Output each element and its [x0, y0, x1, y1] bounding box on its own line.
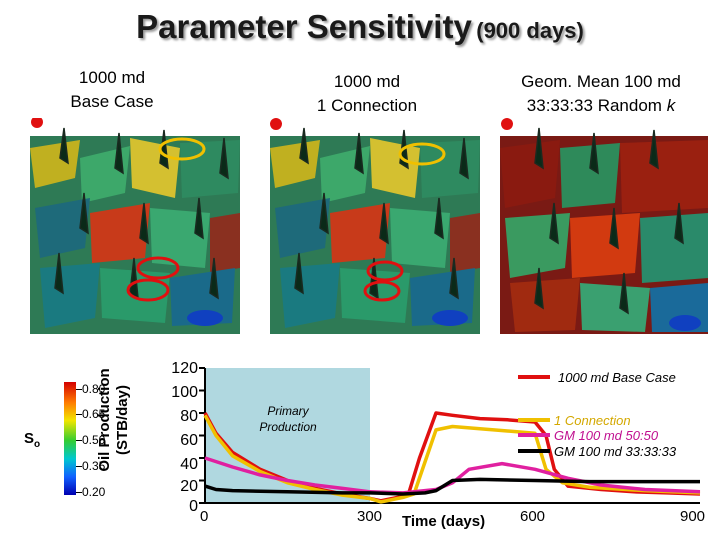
x-tick-label: 900 — [680, 508, 706, 525]
x-tick-label: 600 — [520, 508, 546, 525]
legend-label-gm-50-50: GM 100 md 50:50 — [554, 428, 659, 443]
series-line-3 — [204, 477, 700, 496]
panel-label-geomean-line1: Geom. Mean 100 md — [521, 72, 681, 91]
panel-label-base: 1000 md Base Case — [42, 66, 182, 114]
colorbar-tick-label: 0.65 — [82, 407, 106, 421]
y-tick-label: 120 — [171, 360, 198, 377]
primary-production-label: Primary Production — [259, 404, 317, 434]
title-sub: (900 days) — [476, 18, 584, 43]
panel-label-base-line1: 1000 md — [78, 68, 146, 87]
legend-label-gm-33: GM 100 md 33:33:33 — [554, 444, 677, 459]
y-tick-label: 20 — [180, 478, 198, 495]
panel-label-geomean-line2: 33:33:33 Random k — [526, 96, 676, 115]
saturation-colorbar — [64, 382, 76, 495]
saturation-label: So — [24, 430, 41, 450]
colorbar-tick-label: 0.35 — [82, 459, 106, 473]
legend-label-base-case: 1000 md Base Case — [558, 370, 676, 385]
well-marker — [270, 118, 282, 130]
reservoir-panel-base-case — [30, 118, 240, 334]
y-tick-label: 40 — [180, 456, 198, 473]
y-tick-label: 60 — [180, 432, 198, 449]
well-marker — [501, 118, 513, 130]
x-tick-label: 300 — [357, 508, 383, 525]
y-tick-label: 0 — [189, 498, 198, 515]
y-tick-label: 80 — [180, 408, 198, 425]
panel-label-connection: 1000 md 1 Connection — [292, 70, 442, 118]
panel-label-connection-line2: 1 Connection — [316, 96, 418, 115]
title-main: Parameter Sensitivity — [136, 8, 472, 45]
colorbar-tick-label: 0.20 — [82, 485, 106, 499]
well-marker — [31, 118, 43, 128]
reservoir-panel-geom-mean — [500, 118, 708, 334]
legend-label-1-connection: 1 Connection — [554, 413, 631, 428]
x-tick-label: 0 — [200, 508, 209, 525]
panel-label-connection-line1: 1000 md — [333, 72, 401, 91]
x-axis-title: Time (days) — [402, 513, 486, 530]
panel-label-base-line2: Base Case — [70, 92, 154, 111]
colorbar-tick-label: 0.80 — [82, 382, 106, 396]
page-title: Parameter Sensitivity (900 days) — [0, 8, 720, 46]
y-tick-label: 100 — [171, 384, 198, 401]
panel-label-geomean: Geom. Mean 100 md 33:33:33 Random k — [496, 70, 706, 118]
colorbar-tick-label: 0.50 — [82, 433, 106, 447]
reservoir-panel-1-connection — [270, 118, 480, 334]
